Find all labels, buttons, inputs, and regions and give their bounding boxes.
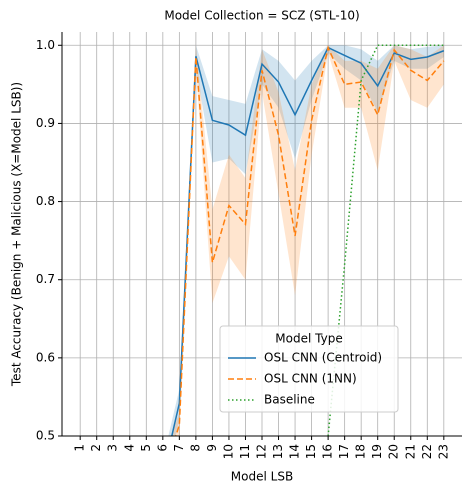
x-tick-label: 19	[370, 444, 384, 459]
x-tick-label: 13	[271, 444, 285, 459]
x-tick-label: 18	[354, 444, 368, 459]
y-tick-label: 0.8	[36, 194, 55, 208]
x-tick-label: 3	[106, 444, 120, 452]
x-tick-label: 16	[321, 444, 335, 459]
data-line	[327, 44, 444, 436]
y-tick-label: 0.7	[36, 272, 55, 286]
data-line	[171, 46, 445, 436]
x-tick-label: 22	[420, 444, 434, 459]
y-axis-label: Test Accuracy (Benign + Malicious (X=Mod…	[10, 82, 24, 387]
y-tick-label: 0.5	[36, 429, 55, 443]
x-tick-label: 17	[337, 444, 351, 459]
x-tick-label: 6	[155, 444, 169, 452]
x-tick-label: 12	[255, 444, 269, 459]
x-tick-label: 21	[403, 444, 417, 459]
x-tick-label: 11	[238, 444, 252, 459]
x-tick-label: 7	[172, 444, 186, 452]
y-tick-label: 1.0	[36, 38, 55, 52]
legend-label: OSL CNN (1NN)	[264, 372, 357, 386]
chart-title: Model Collection = SCZ (STL-10)	[164, 9, 359, 23]
x-tick-label: 8	[188, 444, 202, 452]
x-tick-label: 20	[387, 444, 401, 459]
x-tick-label: 9	[205, 444, 219, 452]
x-tick-label: 14	[288, 444, 302, 459]
x-tick-label: 10	[221, 444, 235, 459]
x-tick-label: 5	[139, 444, 153, 452]
legend-box	[219, 325, 399, 413]
y-tick-label: 0.9	[36, 116, 55, 130]
x-tick-label: 15	[304, 444, 318, 459]
plot-area	[168, 44, 445, 436]
confidence-band	[171, 45, 444, 436]
x-tick-label: 4	[122, 444, 136, 452]
x-axis-label: Model LSB	[231, 470, 293, 484]
legend-label: OSL CNN (Centroid)	[264, 351, 382, 365]
x-tick-label: 1	[73, 444, 87, 452]
legend-label: Baseline	[264, 393, 315, 407]
x-tick-label: 2	[89, 444, 103, 452]
y-tick-label: 0.6	[36, 350, 55, 364]
confidence-band	[168, 45, 444, 436]
legend-title: Model Type	[275, 332, 342, 346]
x-tick-label: 23	[436, 444, 450, 459]
data-line	[174, 45, 445, 436]
